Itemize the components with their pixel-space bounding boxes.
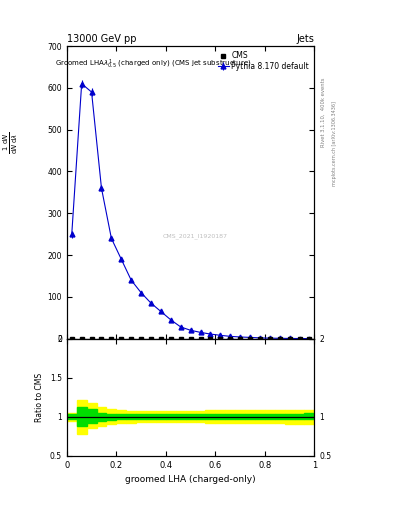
Bar [176, 414, 185, 419]
CMS [238, 335, 242, 342]
Bar [265, 410, 275, 423]
Bar [77, 408, 86, 426]
Bar [97, 413, 107, 420]
Bar [146, 411, 156, 422]
Bar [116, 411, 126, 423]
Bar [196, 414, 206, 419]
CMS [149, 335, 153, 342]
CMS [178, 335, 183, 342]
Text: Rivet 3.1.10,  400k events: Rivet 3.1.10, 400k events [320, 78, 325, 147]
CMS [198, 335, 203, 342]
Bar [305, 410, 314, 424]
Text: mcplots.cern.ch [arXiv:1306.3436]: mcplots.cern.ch [arXiv:1306.3436] [332, 101, 337, 186]
CMS [277, 335, 282, 342]
CMS [257, 335, 262, 342]
Bar [255, 410, 265, 423]
Bar [275, 410, 285, 423]
Bar [215, 411, 225, 423]
Bar [166, 411, 176, 422]
X-axis label: groomed LHA (charged-only): groomed LHA (charged-only) [125, 475, 256, 484]
Bar [206, 411, 215, 423]
CMS [297, 335, 302, 342]
CMS [248, 335, 252, 342]
CMS [188, 335, 193, 342]
Bar [156, 414, 166, 419]
Bar [86, 402, 97, 429]
Bar [126, 414, 136, 419]
Bar [126, 411, 136, 423]
Bar [77, 399, 86, 434]
Bar [265, 414, 275, 419]
Bar [176, 411, 185, 422]
Bar [166, 414, 176, 419]
Text: Jets: Jets [297, 34, 314, 44]
Text: CMS_2021_I1920187: CMS_2021_I1920187 [163, 233, 228, 239]
CMS [218, 335, 223, 342]
Bar [225, 411, 235, 423]
Bar [245, 414, 255, 419]
Bar [305, 413, 314, 419]
Bar [285, 414, 295, 419]
Text: 13000 GeV pp: 13000 GeV pp [67, 34, 136, 44]
Line: CMS: CMS [70, 337, 311, 340]
Bar [116, 414, 126, 419]
Bar [245, 411, 255, 423]
Bar [225, 414, 235, 419]
CMS [70, 335, 74, 342]
Bar [215, 414, 225, 419]
Bar [255, 414, 265, 419]
CMS [169, 335, 173, 342]
Bar [185, 411, 196, 422]
CMS [158, 335, 163, 342]
Bar [235, 411, 245, 423]
Bar [156, 411, 166, 422]
Bar [67, 413, 77, 420]
CMS [99, 335, 104, 342]
Bar [67, 414, 77, 419]
Legend: CMS, Pythia 8.170 default: CMS, Pythia 8.170 default [216, 50, 310, 73]
Bar [275, 414, 285, 419]
CMS [139, 335, 143, 342]
Bar [86, 409, 97, 423]
Bar [107, 414, 116, 420]
Bar [285, 410, 295, 424]
Bar [206, 414, 215, 419]
CMS [228, 335, 233, 342]
Bar [235, 414, 245, 419]
Bar [136, 411, 146, 422]
Bar [107, 409, 116, 424]
Bar [146, 414, 156, 419]
Text: Groomed LHA$\lambda^{1}_{0.5}$ (charged only) (CMS jet substructure): Groomed LHA$\lambda^{1}_{0.5}$ (charged … [55, 58, 252, 71]
Bar [185, 414, 196, 419]
CMS [268, 335, 272, 342]
CMS [79, 335, 84, 342]
Bar [295, 414, 305, 419]
Y-axis label: Ratio to CMS: Ratio to CMS [35, 373, 44, 422]
CMS [119, 335, 124, 342]
Bar [136, 414, 146, 419]
CMS [208, 335, 213, 342]
Text: $\frac{1}{\mathrm{d}N}\frac{\mathrm{d}N}{\mathrm{d}\lambda}$: $\frac{1}{\mathrm{d}N}\frac{\mathrm{d}N}… [2, 132, 20, 155]
CMS [89, 335, 94, 342]
Bar [196, 411, 206, 422]
CMS [307, 335, 312, 342]
CMS [287, 335, 292, 342]
Bar [295, 410, 305, 424]
CMS [129, 335, 134, 342]
Bar [97, 408, 107, 426]
CMS [109, 335, 114, 342]
